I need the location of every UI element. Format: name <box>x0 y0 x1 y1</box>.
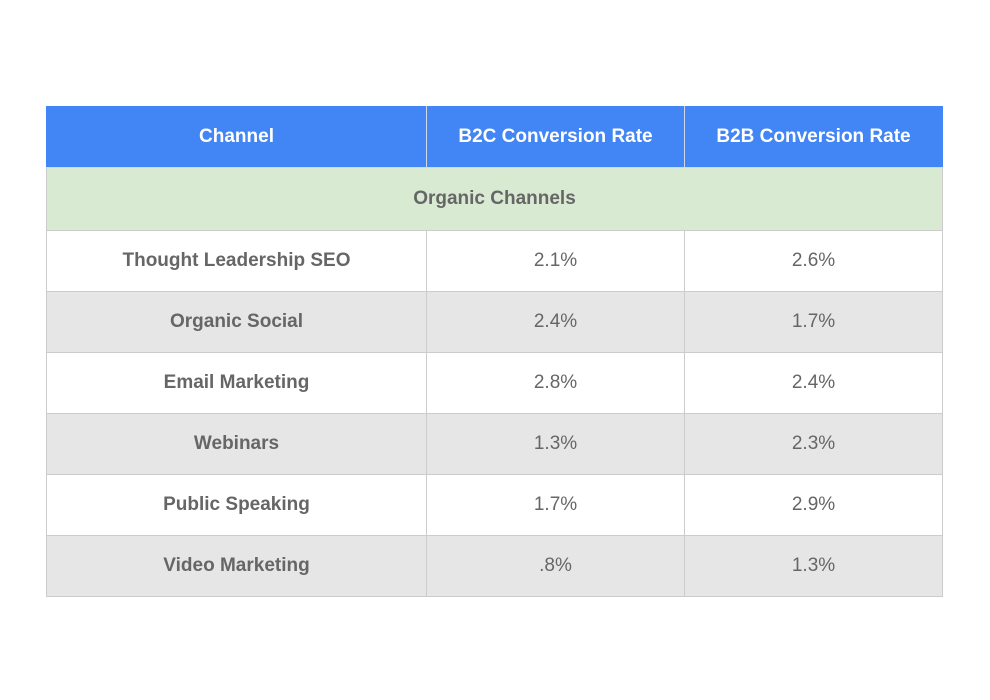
channel-cell: Thought Leadership SEO <box>46 230 427 292</box>
channel-cell: Email Marketing <box>46 352 427 414</box>
channel-cell: Video Marketing <box>46 535 427 597</box>
table-row: Thought Leadership SEO 2.1% 2.6% <box>46 230 943 292</box>
header-channel: Channel <box>46 106 427 168</box>
b2c-rate-cell: 1.7% <box>426 474 685 536</box>
table-row: Webinars 1.3% 2.3% <box>46 413 943 475</box>
b2b-rate-cell: 2.3% <box>684 413 943 475</box>
channel-cell: Webinars <box>46 413 427 475</box>
b2b-rate-cell: 2.9% <box>684 474 943 536</box>
b2c-rate-cell: .8% <box>426 535 685 597</box>
channel-cell: Public Speaking <box>46 474 427 536</box>
section-row-organic-channels: Organic Channels <box>46 167 943 231</box>
table-row: Organic Social 2.4% 1.7% <box>46 291 943 353</box>
b2c-rate-cell: 1.3% <box>426 413 685 475</box>
b2b-rate-cell: 2.4% <box>684 352 943 414</box>
section-label: Organic Channels <box>46 167 943 231</box>
b2c-rate-cell: 2.4% <box>426 291 685 353</box>
conversion-rate-table: Channel B2C Conversion Rate B2B Conversi… <box>46 106 943 597</box>
b2b-rate-cell: 2.6% <box>684 230 943 292</box>
b2c-rate-cell: 2.1% <box>426 230 685 292</box>
header-row: Channel B2C Conversion Rate B2B Conversi… <box>46 106 943 168</box>
b2b-rate-cell: 1.7% <box>684 291 943 353</box>
b2c-rate-cell: 2.8% <box>426 352 685 414</box>
table-row: Public Speaking 1.7% 2.9% <box>46 474 943 536</box>
table-row: Video Marketing .8% 1.3% <box>46 535 943 597</box>
channel-cell: Organic Social <box>46 291 427 353</box>
table-row: Email Marketing 2.8% 2.4% <box>46 352 943 414</box>
header-b2c-conversion-rate: B2C Conversion Rate <box>426 106 685 168</box>
b2b-rate-cell: 1.3% <box>684 535 943 597</box>
header-b2b-conversion-rate: B2B Conversion Rate <box>684 106 943 168</box>
